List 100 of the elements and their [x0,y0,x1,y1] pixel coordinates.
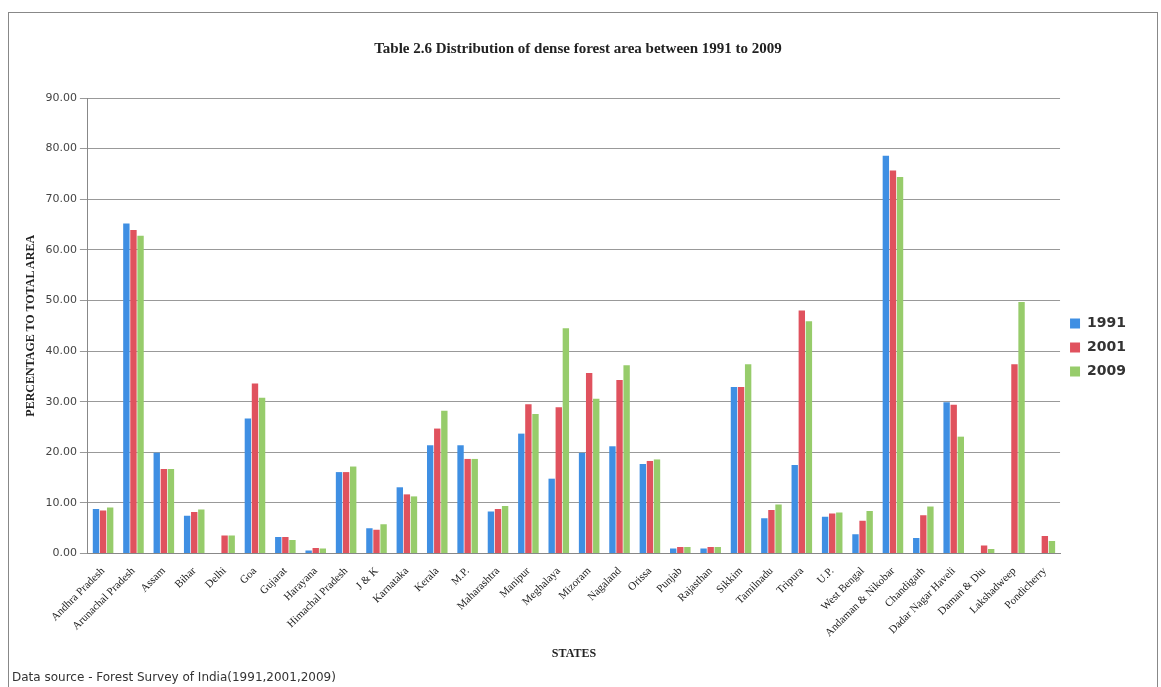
bar [761,518,768,554]
bar [380,524,387,554]
bar [99,510,107,554]
bar [920,515,927,554]
bar [889,170,897,554]
bar [616,379,623,554]
bar [123,223,130,554]
bar [366,528,373,554]
y-tick-label: 40.00 [45,343,77,357]
bar [403,494,411,554]
bar [350,466,357,554]
bar [677,547,684,554]
bar [396,487,403,554]
bar [244,418,252,554]
bar [457,445,464,554]
bar [441,410,448,554]
bar [852,534,859,554]
bar [768,510,775,554]
bar [714,547,721,554]
bar [130,230,137,554]
bar [548,478,555,554]
bar [700,548,707,554]
legend-label: 2001 [1087,338,1126,355]
bar [744,364,752,554]
bar [646,460,654,554]
y-tick-label: 0.00 [52,546,77,560]
bar [518,433,525,554]
bar [623,365,630,554]
bar [775,504,782,554]
bar [471,458,478,554]
bar [684,547,691,554]
bar [829,513,836,554]
bar [805,321,813,554]
y-tick-label: 70.00 [45,192,77,206]
bar [221,535,228,554]
bar [312,548,319,554]
bar [434,428,441,554]
bar [866,511,873,554]
bar [410,496,418,554]
bar [106,507,114,554]
bar [501,506,509,554]
bar [585,372,593,554]
bar [289,539,296,554]
bar [798,310,805,554]
bar [836,512,843,554]
bar [882,155,890,554]
bar [957,436,964,554]
bar [859,520,866,554]
y-axis-title: PERCENTAGE TO TOTAL AREA [23,234,38,417]
bar [609,446,616,554]
bar [282,536,289,554]
bar [532,413,539,554]
bar [275,536,282,554]
bar [251,383,259,554]
bar [183,515,191,554]
bar [464,458,471,554]
bar [228,535,235,554]
bar [487,511,495,554]
bar [494,509,502,554]
bar [160,469,168,554]
bar [555,407,562,554]
x-tick-label: Goa [236,564,259,586]
bar [707,547,714,554]
y-tick-label: 10.00 [45,495,77,509]
bar [730,387,738,554]
bar [950,404,957,554]
bar [927,506,934,554]
bar [153,452,160,554]
bar [191,512,198,554]
y-tick-label: 50.00 [45,293,77,307]
x-tick-label: U.P. [814,564,836,586]
bar [1048,540,1056,554]
y-tick-label: 90.00 [45,90,77,104]
bar [198,509,205,554]
y-tick-label: 20.00 [45,445,77,459]
bar [258,397,266,554]
source-note: Data source - Forest Survey of India(1991,2001,2009) [12,670,336,685]
bar [578,452,586,554]
bar [137,235,144,554]
bar [426,445,434,554]
y-tick-label: 60.00 [45,242,77,256]
bar [1011,364,1018,554]
bar [639,464,647,554]
bar [943,402,950,554]
bar [1018,302,1025,554]
bar [373,529,380,554]
bar [342,472,350,554]
bar [167,469,175,554]
legend-label: 2009 [1087,362,1126,379]
bar [791,465,798,554]
bar [525,404,532,554]
chart-title: Table 2.6 Distribution of dense forest area between 1991 to 2009 [374,39,782,56]
bar [737,387,745,554]
bar [562,328,570,554]
bar [821,516,829,554]
bar [653,459,661,554]
y-tick-label: 30.00 [45,394,77,408]
bar [335,472,343,554]
bar [896,176,904,554]
y-tick-label: 80.00 [45,141,77,155]
